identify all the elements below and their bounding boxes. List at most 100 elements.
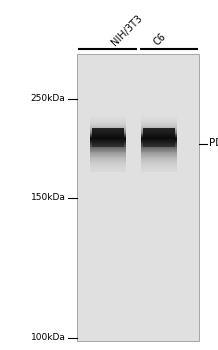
Bar [141, 148, 177, 149]
Bar [141, 147, 177, 148]
Bar [141, 168, 177, 169]
Bar [90, 143, 126, 144]
Bar [90, 162, 126, 163]
Bar [141, 154, 177, 155]
Bar [90, 161, 126, 162]
Bar [141, 153, 177, 154]
Bar [90, 137, 126, 138]
Bar [141, 134, 177, 135]
Bar [90, 138, 126, 139]
Bar [141, 170, 177, 171]
Bar [141, 139, 177, 140]
Bar [90, 128, 126, 129]
Bar [90, 133, 126, 134]
Bar [141, 164, 177, 165]
Bar [90, 154, 126, 155]
Bar [90, 149, 126, 150]
Bar [141, 129, 177, 130]
Bar [90, 123, 126, 124]
Bar [90, 169, 126, 170]
Bar [143, 128, 175, 138]
Bar [90, 127, 126, 128]
Bar [141, 165, 177, 166]
Bar [141, 128, 177, 129]
Bar [141, 121, 177, 122]
Text: NIH/3T3: NIH/3T3 [110, 13, 144, 47]
Bar [90, 124, 126, 125]
Bar [90, 153, 126, 154]
Bar [90, 144, 126, 145]
Bar [141, 127, 177, 128]
Bar [141, 131, 177, 132]
Bar [141, 145, 177, 146]
Bar [90, 156, 126, 158]
Bar [90, 159, 126, 160]
Bar [90, 158, 126, 159]
Bar [141, 135, 177, 136]
Bar [90, 164, 126, 165]
Bar [141, 140, 177, 141]
Bar [141, 117, 177, 118]
Bar [90, 166, 126, 167]
Bar [90, 151, 126, 152]
Bar [90, 150, 126, 151]
Bar [90, 126, 126, 127]
Bar [141, 156, 177, 158]
Bar [90, 163, 126, 164]
Bar [143, 141, 175, 147]
Bar [90, 125, 126, 126]
Text: 250kDa: 250kDa [31, 94, 65, 103]
Text: 150kDa: 150kDa [31, 193, 65, 202]
Bar [90, 170, 126, 171]
Bar [90, 160, 126, 161]
Bar [90, 167, 126, 168]
Bar [90, 136, 126, 137]
Bar [141, 160, 177, 161]
Bar [141, 136, 177, 137]
Bar [90, 146, 126, 147]
Bar [90, 139, 126, 140]
Bar [141, 130, 177, 131]
Bar [141, 150, 177, 151]
Bar [90, 116, 126, 117]
Bar [141, 138, 177, 139]
Bar [141, 137, 177, 138]
Bar [90, 117, 126, 118]
Bar [90, 145, 126, 146]
Bar [141, 116, 177, 117]
Bar [90, 121, 126, 122]
Bar [141, 144, 177, 145]
Text: 100kDa: 100kDa [31, 333, 65, 342]
Bar [90, 168, 126, 169]
Bar [90, 147, 126, 148]
Text: PDGFRB: PDGFRB [209, 139, 218, 148]
Bar [141, 169, 177, 170]
Bar [90, 119, 126, 120]
Bar [90, 118, 126, 119]
Bar [90, 152, 126, 153]
Bar [141, 149, 177, 150]
Bar [141, 132, 177, 133]
Bar [141, 146, 177, 147]
Bar [90, 129, 126, 130]
Bar [141, 163, 177, 164]
Bar [141, 122, 177, 123]
Bar [141, 155, 177, 156]
Bar [141, 162, 177, 163]
Bar [141, 125, 177, 126]
Bar [141, 120, 177, 121]
Bar [141, 142, 177, 143]
Bar [77, 54, 199, 341]
Bar [141, 124, 177, 125]
Bar [90, 132, 126, 133]
Bar [141, 133, 177, 134]
Text: C6: C6 [152, 31, 168, 47]
Bar [141, 158, 177, 159]
Bar [90, 148, 126, 149]
Bar [141, 123, 177, 124]
Bar [90, 165, 126, 166]
Bar [90, 142, 126, 143]
Bar [90, 141, 126, 142]
Bar [90, 134, 126, 135]
Bar [141, 152, 177, 153]
